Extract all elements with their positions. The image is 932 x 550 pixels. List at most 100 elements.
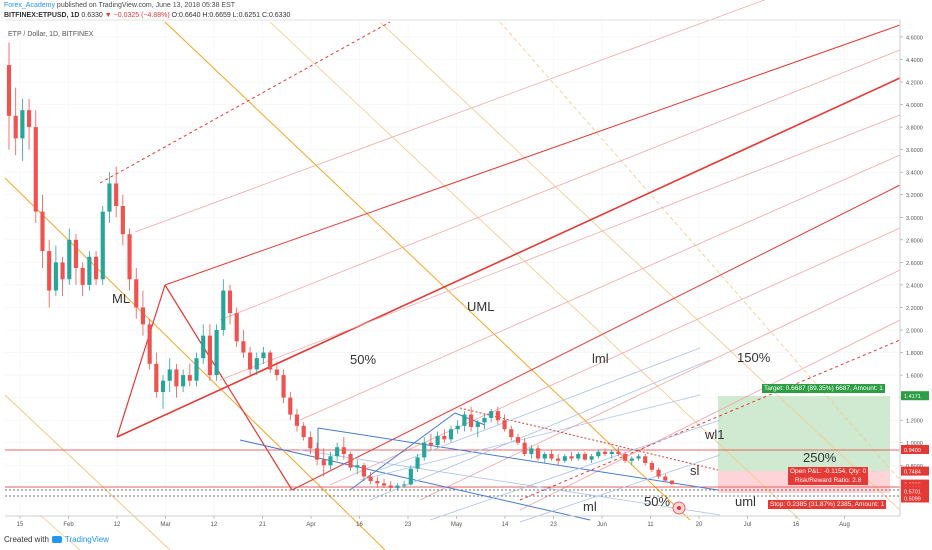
target-zone bbox=[718, 396, 890, 471]
price-tag-bg bbox=[901, 444, 929, 454]
candle bbox=[140, 290, 146, 336]
blue-lower bbox=[239, 439, 591, 521]
price-tag-bg bbox=[901, 391, 929, 401]
candle-body bbox=[60, 262, 65, 280]
candle bbox=[616, 447, 621, 457]
ohlc-values: O:0.6640 H:0.6659 L:0.6251 C:0.6330 bbox=[171, 12, 291, 19]
candle bbox=[368, 472, 373, 485]
candle bbox=[93, 251, 99, 285]
candle bbox=[656, 467, 661, 479]
candle bbox=[114, 166, 119, 218]
candle-body bbox=[428, 442, 433, 445]
x-tick-label: 23 bbox=[405, 522, 412, 528]
candle-body bbox=[509, 429, 514, 438]
price-tag-label: 0.5099 bbox=[904, 496, 921, 502]
candle-body bbox=[448, 429, 454, 440]
candle-body bbox=[469, 414, 474, 427]
chart-legend: ETP / Dollar, 1D, BITFINEX bbox=[8, 31, 94, 38]
candle-body bbox=[335, 447, 340, 457]
candle-body bbox=[589, 456, 594, 460]
candle bbox=[107, 172, 112, 223]
tradingview-link[interactable]: TradingView bbox=[64, 535, 109, 544]
stop-label[interactable]: Stop: 0.2385 (31.87%) 2385, Amount: 1 bbox=[768, 500, 887, 509]
candle-body bbox=[234, 313, 239, 342]
candle bbox=[241, 330, 246, 359]
candle bbox=[509, 425, 514, 441]
red-faint-3 bbox=[219, 114, 901, 381]
candle-body bbox=[643, 456, 648, 464]
open-pl-label[interactable]: Open P&L: -0.1154, Qty: 0 Risk/Reward Ra… bbox=[788, 467, 869, 485]
y-tick-label: 3.4000 bbox=[906, 171, 923, 177]
candle bbox=[623, 451, 628, 464]
candle-body bbox=[207, 335, 212, 376]
candle bbox=[442, 429, 447, 443]
y-tick-label: 1.6000 bbox=[906, 374, 923, 380]
candle-body bbox=[160, 380, 166, 392]
price-tag-bg bbox=[901, 493, 929, 503]
candle bbox=[361, 463, 367, 482]
candle-body bbox=[522, 442, 527, 454]
candle-body bbox=[435, 435, 440, 445]
x-tick-label: Jun bbox=[597, 522, 607, 528]
candle bbox=[629, 456, 634, 466]
price-tags: 1.41710.94000.74840.63300.60000.57010.50… bbox=[901, 391, 929, 503]
candle bbox=[636, 454, 641, 461]
candle-body bbox=[609, 451, 614, 454]
candle-body bbox=[361, 465, 367, 477]
red-dashed-top bbox=[99, 21, 391, 184]
candle-body bbox=[616, 451, 621, 454]
candle-body bbox=[114, 183, 119, 206]
x-tick-label: 20 bbox=[696, 522, 703, 528]
candle-body bbox=[294, 414, 300, 426]
red-faint-6 bbox=[419, 269, 901, 501]
candle bbox=[408, 465, 413, 486]
candle-body bbox=[241, 341, 246, 353]
candle-body bbox=[602, 451, 608, 454]
candle bbox=[248, 346, 253, 376]
x-tick-label: 12 bbox=[114, 522, 121, 528]
publish-header: Forex_Academy published on TradingView.c… bbox=[4, 1, 235, 11]
price-tag: 0.5701 bbox=[901, 486, 929, 496]
y-tick-label: 4.0000 bbox=[906, 103, 923, 109]
candle bbox=[60, 256, 65, 297]
candle-body bbox=[33, 127, 38, 212]
candle-body bbox=[348, 454, 353, 468]
candle bbox=[181, 369, 186, 392]
target-label[interactable]: Target: 0.6687 (89.35%) 6687, Amount: 1 bbox=[762, 384, 885, 393]
annotation-lml: lml bbox=[592, 351, 609, 366]
orange-median-line-3 bbox=[4, 394, 171, 550]
candle bbox=[435, 431, 440, 449]
red-main-uml bbox=[116, 77, 901, 438]
candle bbox=[395, 483, 400, 491]
candle-body bbox=[422, 442, 427, 458]
blue-faint-1 bbox=[379, 347, 701, 471]
candle bbox=[462, 411, 467, 432]
x-tick-label: 16 bbox=[356, 522, 363, 528]
candle-body bbox=[221, 290, 226, 330]
candle-body bbox=[248, 352, 253, 370]
price-tag: 0.5099 bbox=[901, 493, 929, 503]
annotation-uml-top: UML bbox=[467, 299, 495, 314]
candle bbox=[643, 454, 648, 466]
annotation-ml: ML bbox=[112, 291, 131, 306]
candle bbox=[47, 239, 52, 308]
candle bbox=[328, 451, 333, 470]
y-tick-label: 1.8000 bbox=[906, 351, 923, 357]
y-tick-label: 4.6000 bbox=[906, 35, 923, 41]
candle-body bbox=[301, 425, 306, 438]
orange-median-line-4 bbox=[269, 21, 801, 521]
annotation-250: 250% bbox=[803, 450, 837, 465]
candle bbox=[261, 346, 266, 364]
blue-faint-5 bbox=[429, 419, 721, 521]
candle bbox=[529, 444, 534, 459]
author-link[interactable]: Forex_Academy bbox=[4, 2, 55, 9]
x-tick-label: 15 bbox=[17, 522, 24, 528]
candle bbox=[127, 228, 132, 291]
candle bbox=[469, 406, 474, 432]
candle-body bbox=[569, 456, 574, 459]
candle bbox=[375, 476, 380, 488]
candle bbox=[201, 324, 206, 364]
candle-body bbox=[442, 435, 447, 440]
candle bbox=[321, 448, 326, 477]
